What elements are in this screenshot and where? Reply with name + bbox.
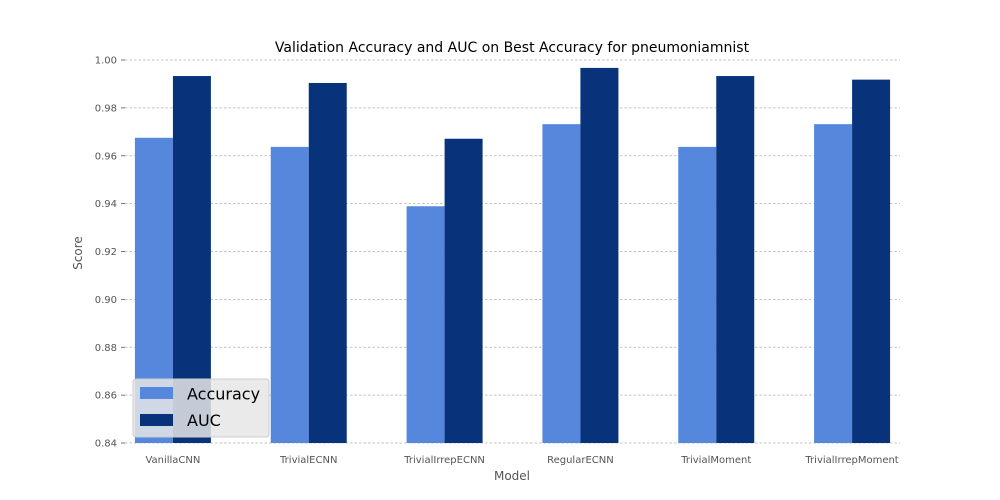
bar-accuracy-trivialmoment: [678, 146, 717, 443]
bar-accuracy-trivialecnn: [270, 146, 309, 443]
bar-auc-trivialmoment: [716, 76, 755, 444]
y-tick-label: 1.00: [95, 56, 117, 67]
y-tick-label: 0.92: [95, 247, 117, 258]
chart-title: Validation Accuracy and AUC on Best Accu…: [275, 40, 750, 56]
legend-swatch-auc: [140, 414, 173, 426]
bar-accuracy-trivialirrepmoment: [814, 124, 853, 443]
bar-auc-trivialirrepmoment: [852, 79, 891, 443]
legend-swatch-accuracy: [140, 387, 173, 399]
x-tick-label: TrivialECNN: [279, 455, 337, 466]
x-tick-label: TrivialIrrepMoment: [804, 455, 898, 466]
bar-accuracy-trivialirrepecnn: [406, 206, 445, 443]
y-tick-label: 0.86: [95, 391, 117, 402]
bar-auc-regularecnn: [580, 67, 619, 443]
x-axis-label: Model: [494, 469, 530, 483]
y-tick-label: 0.98: [95, 103, 117, 114]
y-axis-label: Score: [71, 236, 85, 270]
bar-auc-trivialecnn: [308, 82, 347, 443]
x-tick-label: TrivialMoment: [680, 455, 751, 466]
bar-accuracy-regularecnn: [542, 124, 581, 443]
x-tick-label: TrivialIrrepECNN: [403, 455, 485, 466]
bars-layer: [134, 67, 891, 444]
legend-label-auc: AUC: [187, 411, 221, 430]
legend-label-accuracy: Accuracy: [187, 385, 260, 404]
y-tick-label: 0.90: [95, 295, 117, 306]
y-tick-label: 0.84: [95, 439, 117, 450]
x-axis-ticks: VanillaCNN TrivialECNN TrivialIrrepECNN Reg…: [145, 455, 898, 466]
y-tick-label: 0.96: [95, 151, 117, 162]
grid-layer: [125, 59, 900, 444]
bar-auc-trivialirrepecnn: [444, 138, 483, 443]
y-tick-label: 0.94: [95, 199, 117, 210]
y-axis-ticks: 0.84 0.86 0.88 0.90 0.92 0.94 0.96 0.98 1.00: [95, 56, 125, 450]
y-tick-label: 0.88: [95, 343, 117, 354]
x-tick-label: VanillaCNN: [145, 455, 200, 466]
legend: Accuracy AUC: [132, 378, 270, 438]
x-tick-label: RegularECNN: [547, 455, 614, 466]
